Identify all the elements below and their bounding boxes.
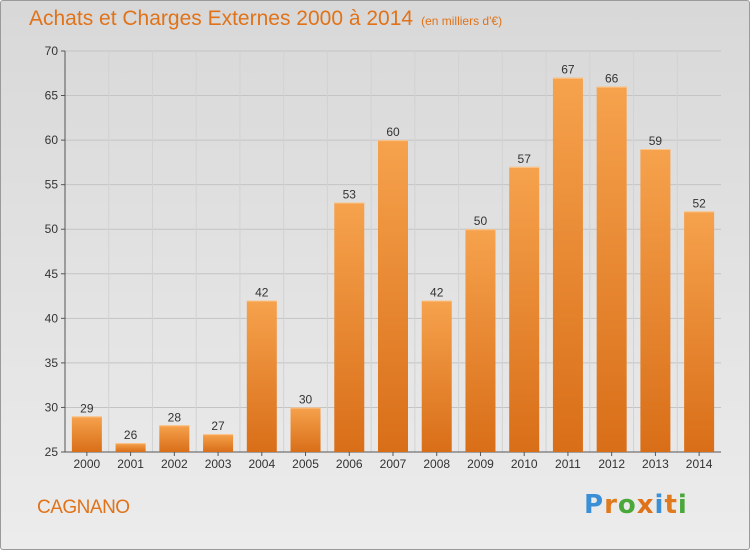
bar xyxy=(596,86,627,453)
y-tick-label: 65 xyxy=(45,89,59,103)
x-tick-label: 2013 xyxy=(642,457,669,471)
data-label: 60 xyxy=(386,125,400,139)
data-label: 66 xyxy=(605,72,619,86)
bars xyxy=(71,77,715,453)
data-label: 30 xyxy=(299,392,313,406)
data-label: 28 xyxy=(168,410,182,424)
bar xyxy=(378,140,408,452)
bar xyxy=(684,211,715,452)
data-label: 42 xyxy=(430,286,444,300)
bar xyxy=(421,300,452,452)
bar xyxy=(334,202,365,452)
y-tick-label: 50 xyxy=(45,222,59,236)
data-label: 50 xyxy=(474,214,488,228)
y-tick-label: 45 xyxy=(45,267,59,281)
logo-letter: i xyxy=(654,490,665,520)
y-tick-label: 55 xyxy=(45,178,59,192)
x-tick-label: 2002 xyxy=(161,457,188,471)
bar xyxy=(159,425,190,452)
logo-letter: x xyxy=(636,490,655,520)
data-label: 59 xyxy=(649,134,663,148)
value-labels: 29 26 28 27 42 30 53 60 42 50 57 67 66 59 52 xyxy=(80,63,706,442)
x-tick-label: 2000 xyxy=(74,457,101,471)
y-tick-label: 25 xyxy=(45,445,59,459)
data-label: 42 xyxy=(255,286,269,300)
y-tick-label: 70 xyxy=(45,44,59,58)
data-label: 53 xyxy=(343,187,357,201)
data-label: 27 xyxy=(211,419,225,433)
x-tick-label: 2012 xyxy=(598,457,625,471)
logo-letter: t xyxy=(664,490,678,520)
bar xyxy=(552,77,583,452)
y-tick-label: 60 xyxy=(45,133,59,147)
x-tick-label: 2001 xyxy=(117,457,144,471)
proxiti-logo: Proxiti xyxy=(584,490,688,520)
x-tick-label: 2008 xyxy=(423,457,450,471)
x-tick-label: 2005 xyxy=(292,457,319,471)
data-label: 52 xyxy=(692,196,706,210)
chart-unit: (en milliers d'€) xyxy=(421,14,503,28)
x-tick-label: 2010 xyxy=(511,457,538,471)
data-label: 67 xyxy=(561,63,575,77)
axes: 25 30 35 40 45 50 55 60 65 70 2000 2001 2002 2003 2004… xyxy=(45,44,721,471)
data-label: 26 xyxy=(124,428,138,442)
bar xyxy=(71,416,102,452)
logo-letter: P xyxy=(584,490,605,520)
x-tick-label: 2011 xyxy=(555,457,581,471)
x-tick-label: 2009 xyxy=(467,457,494,471)
x-tick-label: 2014 xyxy=(686,457,713,471)
bar xyxy=(640,149,671,452)
x-tick-label: 2004 xyxy=(248,457,275,471)
data-label: 29 xyxy=(80,401,94,415)
logo-letter: i xyxy=(677,490,688,520)
bar xyxy=(203,434,234,452)
x-tick-label: 2007 xyxy=(380,457,407,471)
y-tick-label: 35 xyxy=(45,356,59,370)
bar xyxy=(509,166,540,452)
commune-name: CAGNANO xyxy=(37,497,130,518)
chart-title-text: Achats et Charges Externes 2000 à 2014 xyxy=(29,7,414,30)
y-tick-label: 40 xyxy=(45,311,59,325)
data-label: 57 xyxy=(518,152,532,166)
bar xyxy=(290,407,321,452)
x-tick-label: 2006 xyxy=(336,457,363,471)
x-tick-label: 2003 xyxy=(205,457,232,471)
logo-letter: o xyxy=(617,490,637,520)
bar xyxy=(246,300,277,452)
chart-title: Achats et Charges Externes 2000 à 2014 (e… xyxy=(29,7,502,31)
logo-letter: r xyxy=(604,490,618,520)
bar xyxy=(465,229,496,452)
y-tick-label: 30 xyxy=(45,400,59,414)
bar xyxy=(115,443,146,452)
